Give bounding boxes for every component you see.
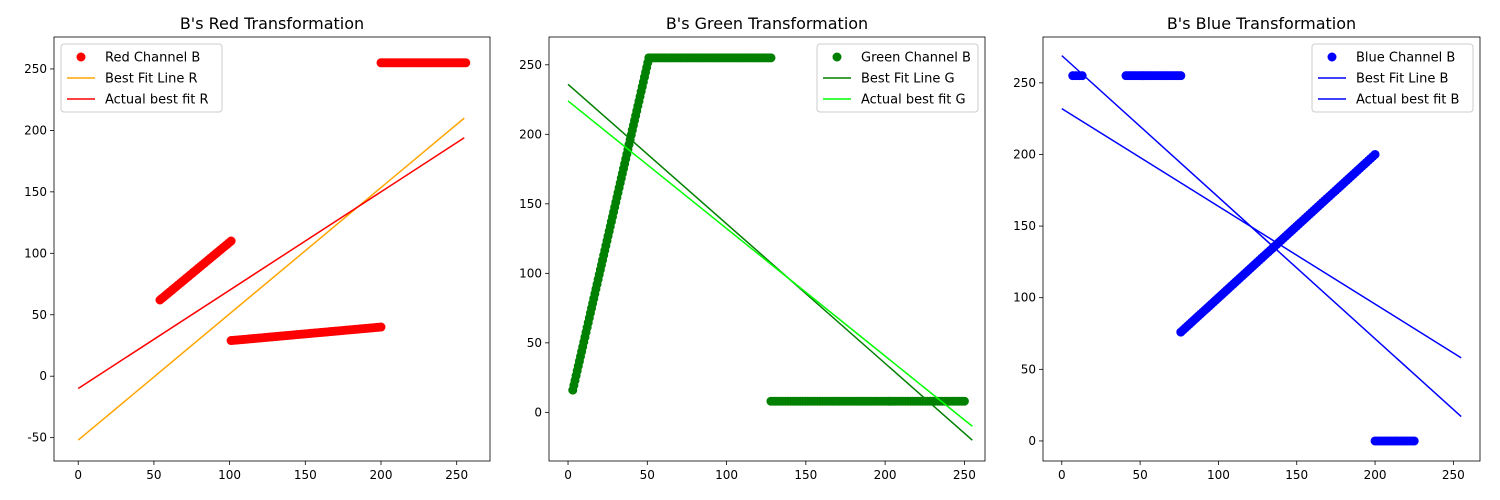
y-tick-label: 200	[24, 123, 47, 137]
x-tick-label: 0	[1058, 468, 1066, 482]
x-tick-label: 0	[74, 468, 82, 482]
scatter-point	[766, 53, 776, 63]
x-tick-label: 250	[445, 468, 468, 482]
legend-marker	[76, 52, 86, 62]
legend-label: Best Fit Line R	[105, 72, 198, 87]
y-tick-label: 50	[527, 336, 542, 350]
y-tick-label: 100	[1013, 291, 1036, 305]
series-line-1	[1061, 55, 1462, 418]
y-tick-label: -50	[27, 431, 47, 445]
y-tick-label: 150	[1013, 219, 1036, 233]
scatter-point	[226, 236, 236, 246]
legend-label: Red Channel B	[105, 51, 200, 66]
legend: Green Channel B Best Fit Line G Actual bes…	[816, 43, 979, 113]
plot-area	[77, 58, 471, 441]
scatter-point	[1176, 71, 1186, 81]
x-tick-label: 100	[218, 468, 241, 482]
legend-label: Blue Channel B	[1356, 51, 1455, 66]
y-tick-label: 250	[519, 58, 542, 72]
x-tick-label: 200	[370, 468, 393, 482]
y-tick-label: 150	[24, 185, 47, 199]
scatter-point	[1077, 71, 1087, 81]
x-tick-label: 150	[1285, 468, 1308, 482]
x-tick-label: 50	[1132, 468, 1147, 482]
legend-label: Actual best fit G	[861, 93, 966, 108]
series-line-1	[77, 117, 465, 441]
y-tick-label: 250	[1013, 76, 1036, 90]
chart-title: B's Red Transformation	[180, 14, 364, 33]
axes-frame	[1042, 36, 1481, 462]
legend-box	[60, 43, 223, 113]
scatter-point	[376, 322, 386, 332]
y-tick-label: 100	[519, 266, 542, 280]
legend-marker	[1327, 52, 1337, 62]
x-tick-label: 100	[715, 468, 738, 482]
x-tick-label: 50	[640, 468, 655, 482]
chart-panel-3: B's Blue Transformation 0 50 100 150 200 250 0 5…	[1013, 14, 1481, 482]
chart-title: B's Green Transformation	[666, 14, 868, 33]
axes-frame	[53, 36, 491, 462]
y-tick-label: 200	[519, 127, 542, 141]
series-line-2	[1061, 107, 1462, 359]
chart-title: B's Blue Transformation	[1167, 14, 1356, 33]
scatter-point	[959, 396, 969, 406]
y-tick-label: 100	[24, 246, 47, 260]
x-tick-label: 150	[294, 468, 317, 482]
x-tick-label: 200	[874, 468, 897, 482]
legend-label: Actual best fit R	[105, 93, 209, 108]
y-tick-label: 50	[1021, 362, 1036, 376]
axes-frame	[548, 36, 986, 462]
x-tick-label: 200	[1364, 468, 1387, 482]
legend: Blue Channel B Best Fit Line B Actual best…	[1311, 43, 1474, 113]
x-tick-label: 0	[564, 468, 572, 482]
chart-panel-2: B's Green Transformation 0 50 100 150 200 250 0…	[519, 14, 986, 482]
scatter-point	[1370, 149, 1380, 159]
x-tick-label: 250	[953, 468, 976, 482]
scatter-point	[461, 58, 471, 68]
legend-box	[816, 43, 979, 113]
x-tick-label: 50	[146, 468, 161, 482]
legend-marker	[832, 52, 842, 62]
legend-label: Best Fit Line B	[1356, 72, 1448, 87]
legend: Red Channel B Best Fit Line R Actual best …	[60, 43, 223, 113]
legend-label: Green Channel B	[861, 51, 971, 66]
legend-label: Best Fit Line G	[861, 72, 955, 87]
series-line-2	[567, 100, 973, 427]
y-tick-label: 200	[1013, 147, 1036, 161]
x-tick-label: 250	[1442, 468, 1465, 482]
chart-panel-1: B's Red Transformation 0 50 100 150 200 250 -50…	[24, 14, 491, 482]
legend-label: Actual best fit B	[1356, 93, 1459, 108]
scatter-point	[1409, 436, 1419, 446]
y-tick-label: 250	[24, 62, 47, 76]
series-line-2	[77, 137, 465, 390]
y-tick-label: 150	[519, 197, 542, 211]
plot-area	[567, 53, 973, 441]
y-tick-label: 50	[32, 308, 47, 322]
x-tick-label: 150	[794, 468, 817, 482]
y-tick-label: 0	[534, 405, 542, 419]
y-tick-label: 0	[1028, 434, 1036, 448]
y-tick-label: 0	[39, 369, 47, 383]
legend-box	[1311, 43, 1474, 113]
x-tick-label: 100	[1207, 468, 1230, 482]
series-line-1	[567, 83, 973, 441]
plot-area	[1061, 55, 1462, 446]
